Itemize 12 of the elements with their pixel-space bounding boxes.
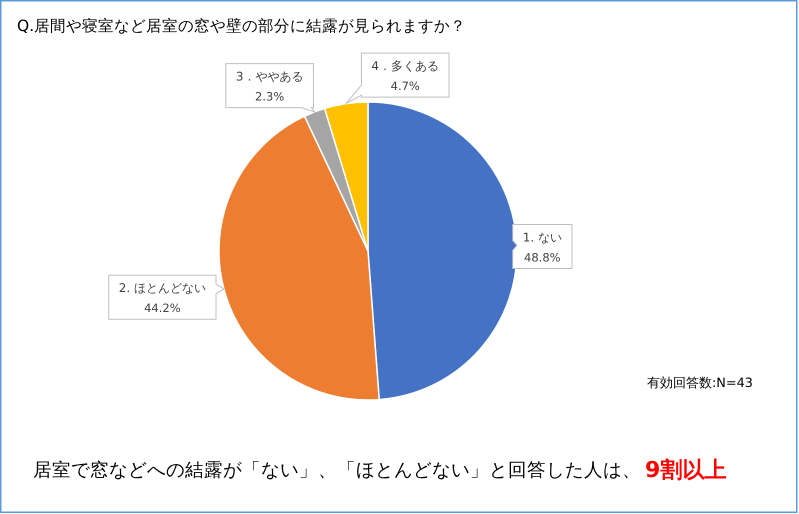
slice-label: 4．多くある xyxy=(371,59,440,74)
text: 有効回答数:N=43 xyxy=(647,376,753,391)
text: 9割以上 xyxy=(645,458,726,483)
data-label: 2.3% xyxy=(255,90,284,104)
slice-label: 2. ほとんどない xyxy=(118,281,206,296)
slice-label: 3．ややある xyxy=(236,70,304,84)
slice-label: 1. ない xyxy=(522,230,562,245)
data-label: 44.2% xyxy=(144,301,181,316)
data-label: 48.8% xyxy=(524,250,561,265)
text: 居室で窓などへの結露が「ない」、「ほとんどない」と回答した人は、 xyxy=(33,459,641,481)
data-label: 4.7% xyxy=(390,79,420,94)
chart-title: Q.居間や寝室など居室の窓や壁の部分に結露が見られますか？ xyxy=(17,17,466,35)
